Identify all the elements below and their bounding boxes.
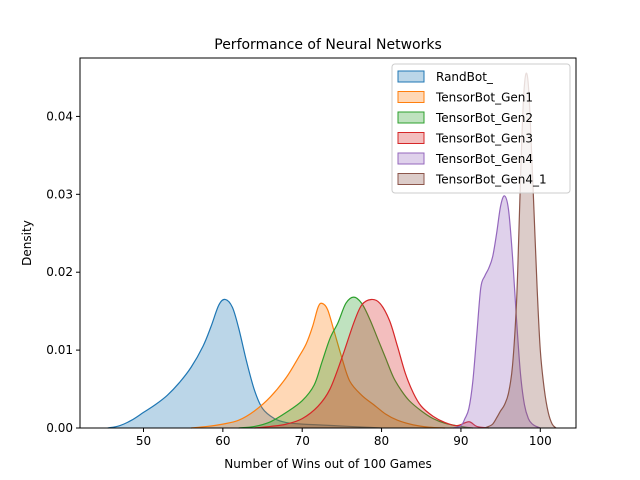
y-tick-label-3: 0.03 — [46, 187, 73, 201]
series-line-0 — [107, 298, 382, 429]
legend-label-3: TensorBot_Gen3 — [435, 132, 533, 146]
legend-swatch-4 — [397, 152, 425, 165]
legend-swatch-2 — [397, 111, 425, 124]
series-line-3 — [254, 298, 489, 429]
y-tick-label-0: 0.00 — [46, 421, 73, 435]
legend-box — [391, 63, 571, 194]
legend-swatch-0 — [397, 70, 425, 83]
series-area-1 — [191, 303, 446, 428]
series-area-2 — [238, 297, 473, 428]
x-tick-label-5: 100 — [529, 434, 552, 448]
x-tick-label-3: 80 — [374, 434, 389, 448]
x-tick-label-0: 50 — [136, 434, 151, 448]
axes-frame — [79, 57, 577, 429]
x-tick-label-4: 90 — [453, 434, 468, 448]
x-axis: 50 60 70 80 90 100 — [136, 428, 552, 448]
series-area-5 — [484, 73, 557, 428]
y-axis: 0.00 0.01 0.02 0.03 0.04 — [46, 109, 80, 435]
series-area-0 — [107, 299, 382, 428]
y-tick-label-4: 0.04 — [46, 109, 73, 123]
legend-label-5: TensorBot_Gen4_1 — [435, 173, 547, 187]
x-axis-label: Number of Wins out of 100 Games — [224, 457, 432, 471]
series-line-1 — [191, 302, 446, 429]
plot-area — [107, 72, 557, 429]
legend-label-0: RandBot_ — [436, 70, 494, 84]
legend: RandBot_ TensorBot_Gen1 TensorBot_Gen2 Tens… — [391, 63, 571, 194]
y-axis-label: Density — [20, 220, 34, 266]
series-line-4 — [452, 195, 541, 429]
legend-label-4: TensorBot_Gen4 — [435, 152, 533, 166]
legend-swatch-1 — [397, 91, 425, 103]
legend-swatch-5 — [397, 173, 425, 185]
legend-label-1: TensorBot_Gen1 — [435, 91, 533, 105]
series-line-2 — [238, 296, 473, 429]
x-tick-label-2: 70 — [295, 434, 310, 448]
y-tick-label-1: 0.01 — [46, 343, 73, 357]
legend-swatch-3 — [397, 132, 425, 144]
chart-title: Performance of Neural Networks — [214, 37, 442, 53]
series-area-4 — [452, 195, 541, 428]
series-area-3 — [254, 299, 489, 428]
legend-label-2: TensorBot_Gen2 — [435, 111, 533, 125]
x-tick-label-1: 60 — [215, 434, 230, 448]
y-tick-label-2: 0.02 — [46, 265, 73, 279]
